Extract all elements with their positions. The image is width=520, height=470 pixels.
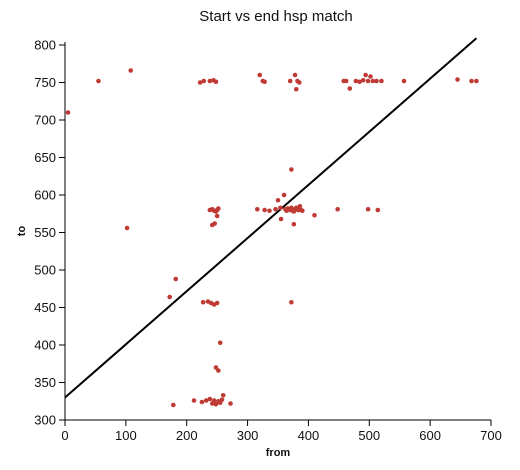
x-tick-label: 600 xyxy=(419,428,441,443)
x-tick-label: 700 xyxy=(480,428,502,443)
data-point xyxy=(220,392,226,398)
data-point xyxy=(262,207,267,213)
data-point xyxy=(278,216,284,222)
y-tick-label: 700 xyxy=(34,113,56,128)
data-point xyxy=(65,110,71,115)
data-point xyxy=(228,401,233,406)
y-tick-label: 650 xyxy=(34,150,56,165)
x-tick-label: 500 xyxy=(358,428,380,443)
data-point xyxy=(255,206,260,212)
data-points xyxy=(65,68,479,408)
x-tick-label: 200 xyxy=(176,428,198,443)
data-point xyxy=(284,208,289,214)
data-point xyxy=(203,398,209,403)
data-point xyxy=(353,78,359,84)
x-tick-label: 300 xyxy=(237,428,259,443)
data-point xyxy=(167,294,172,300)
data-point xyxy=(455,77,460,82)
data-point xyxy=(291,209,297,214)
data-point xyxy=(96,78,101,84)
data-point xyxy=(262,79,267,85)
data-point xyxy=(357,79,362,85)
y-tick-label: 450 xyxy=(34,300,56,315)
data-point xyxy=(312,212,317,218)
data-point xyxy=(207,396,213,402)
data-point xyxy=(347,86,353,91)
data-point xyxy=(214,300,220,306)
data-point xyxy=(374,78,379,84)
data-point xyxy=(216,206,221,211)
data-point xyxy=(293,86,299,92)
data-point xyxy=(368,74,373,79)
data-point xyxy=(289,299,294,305)
data-point xyxy=(201,78,207,84)
data-point xyxy=(292,72,298,78)
y-tick-label: 400 xyxy=(34,338,56,353)
data-point xyxy=(273,206,278,212)
data-point xyxy=(216,368,221,373)
data-point xyxy=(171,402,176,408)
data-point xyxy=(275,197,281,203)
reference-line xyxy=(64,37,478,399)
y-tick-label: 800 xyxy=(34,38,56,53)
data-point xyxy=(128,68,134,73)
y-tick-label: 350 xyxy=(34,375,56,390)
data-point xyxy=(401,78,407,84)
data-point xyxy=(365,206,371,212)
data-point xyxy=(379,78,384,84)
data-point xyxy=(335,206,340,212)
x-tick-label: 0 xyxy=(61,428,68,443)
x-tick-label: 400 xyxy=(298,428,320,443)
y-tick-label: 600 xyxy=(34,188,56,203)
data-point xyxy=(297,80,302,85)
data-point xyxy=(124,225,130,231)
y-axis: 300 350 400 450 500 550 600 650 700 750 800 xyxy=(34,38,66,428)
data-point xyxy=(200,299,206,305)
data-point xyxy=(469,78,474,84)
data-point xyxy=(209,222,215,228)
y-axis-label: to xyxy=(16,226,28,237)
data-point xyxy=(281,192,287,198)
data-point xyxy=(370,78,376,84)
data-point xyxy=(197,80,203,85)
data-point xyxy=(291,221,297,227)
y-tick-label: 500 xyxy=(34,263,56,278)
data-point xyxy=(219,397,225,403)
data-point xyxy=(365,78,371,84)
data-point xyxy=(474,78,479,84)
data-point xyxy=(289,167,294,172)
data-point xyxy=(217,340,223,346)
data-point xyxy=(213,79,219,85)
data-point xyxy=(191,398,197,403)
data-point xyxy=(375,207,381,213)
x-axis-label: from xyxy=(266,447,291,459)
y-tick-label: 550 xyxy=(34,225,56,240)
data-point xyxy=(199,399,205,405)
data-point xyxy=(278,205,283,211)
data-point xyxy=(343,78,349,84)
chart-title: Start vs end hsp match xyxy=(199,8,352,25)
data-point xyxy=(267,208,272,214)
data-point xyxy=(287,78,293,84)
data-point xyxy=(173,276,179,282)
y-tick-label: 750 xyxy=(34,75,56,90)
data-point xyxy=(214,213,220,219)
data-point xyxy=(207,78,213,84)
y-tick-label: 300 xyxy=(34,413,56,428)
data-point xyxy=(257,72,263,78)
data-point xyxy=(300,208,305,214)
x-tick-label: 100 xyxy=(115,428,137,443)
data-point xyxy=(297,203,303,209)
data-point xyxy=(363,72,368,78)
data-point xyxy=(211,398,217,403)
x-axis: 0 100 200 300 400 500 600 700 xyxy=(61,419,502,443)
data-point xyxy=(360,77,366,83)
